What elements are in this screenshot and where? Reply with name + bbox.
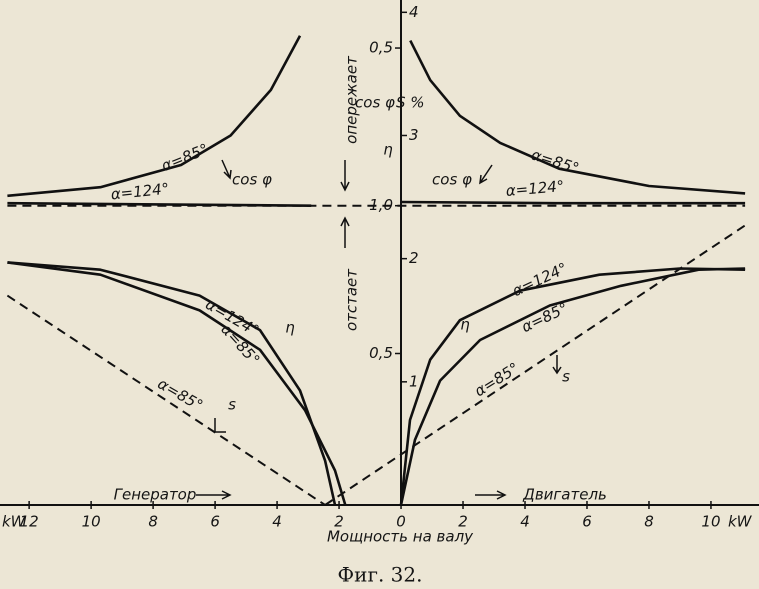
x-unit: kW	[728, 513, 753, 531]
annotation: η	[383, 141, 393, 159]
arrow	[196, 490, 232, 500]
annotation: α=124°	[505, 177, 565, 200]
x-tick-label: 6	[582, 513, 592, 531]
curve	[7, 35, 302, 198]
annotation: S %	[396, 94, 425, 112]
annotation: η	[460, 316, 470, 334]
cosphi-tick-label: 1,0	[369, 196, 393, 214]
x-tick-label: 10	[82, 513, 101, 531]
annotation: cos φ	[432, 171, 472, 189]
cosphi-tick-label: 0,5	[369, 344, 393, 362]
annotation: cos φ	[355, 94, 395, 112]
annotation: s	[228, 396, 236, 414]
x-tick-label: 8	[644, 513, 654, 531]
curve	[7, 261, 347, 506]
arrow	[552, 355, 562, 375]
curve	[7, 261, 337, 506]
x-tick-label: 8	[148, 513, 158, 531]
x-tick-label: 0	[396, 513, 406, 531]
curve	[399, 267, 746, 506]
x-tick-label: 10	[701, 513, 720, 531]
arrow	[340, 160, 350, 192]
x-tick-label: 2	[334, 513, 344, 531]
annotation: cos φ	[232, 171, 272, 189]
annotation: η	[285, 319, 295, 337]
cosphi-tick-label: 0,5	[369, 39, 393, 57]
y-tick-label: 3	[409, 126, 419, 144]
annotation: s	[562, 368, 570, 386]
curve	[409, 40, 746, 195]
annotation: опережает	[343, 55, 361, 144]
annotation: отстает	[343, 268, 361, 331]
x-tick-label: 2	[458, 513, 468, 531]
curve	[7, 201, 312, 207]
y-tick-label: 1	[409, 372, 419, 390]
caption: Фиг. 32.	[338, 563, 423, 587]
x-unit: kW	[2, 513, 27, 531]
arrow	[221, 159, 232, 180]
annotation: Двигатель	[522, 486, 607, 504]
annotation: Генератор	[114, 486, 197, 504]
x-tick-label: 6	[210, 513, 220, 531]
x-tick-label: 4	[520, 513, 530, 531]
x-axis-label: Мощность на валу	[327, 528, 474, 546]
x-tick-label: 12	[20, 513, 39, 531]
arrow	[475, 490, 507, 500]
x-tick-label: 4	[272, 513, 282, 531]
curve	[6, 294, 326, 506]
y-tick-label: 4	[409, 3, 419, 21]
curve	[400, 200, 746, 205]
arrow	[479, 164, 493, 185]
curve	[324, 224, 746, 506]
curve	[399, 267, 746, 506]
arrow	[340, 216, 350, 248]
y-tick-label: 2	[409, 249, 419, 267]
